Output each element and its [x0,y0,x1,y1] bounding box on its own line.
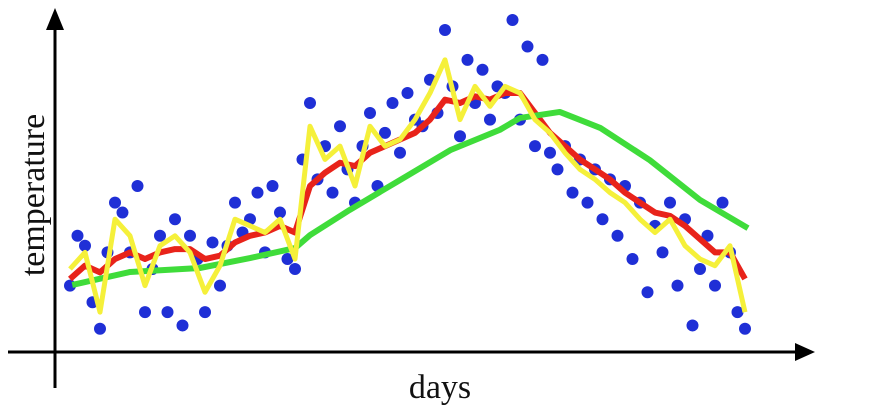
y-axis-label: temperature [15,114,52,276]
average-line [71,108,750,288]
data-point [169,213,181,226]
data-point [266,180,279,192]
data-point [686,319,699,332]
data-point [386,97,399,109]
data-point [641,286,654,299]
data-point [664,196,676,209]
x-axis-label: days [409,369,471,406]
data-point [731,306,744,319]
data-point [694,263,706,275]
data-point [484,113,496,126]
data-point [701,229,714,242]
data-point [131,180,144,192]
data-point [176,319,189,332]
data-point [304,97,316,109]
data-point [289,263,301,275]
data-point [709,279,721,292]
data-point [379,126,391,139]
data-point [739,322,751,335]
data-point [551,163,564,176]
data-point [566,186,579,199]
data-point [154,229,166,242]
data-point [206,236,219,249]
data-point [476,63,489,76]
data-point [529,140,541,153]
data-point [364,106,376,119]
data-point [139,306,151,319]
data-point [161,306,174,319]
data-point [214,279,226,292]
data-point [671,279,684,292]
data-point [544,146,556,159]
data-point [71,229,84,242]
data-point [394,146,406,159]
data-point [94,322,106,335]
data-point [596,213,609,226]
data-point [199,306,211,319]
data-point [109,196,121,209]
data-point [401,87,414,100]
data-point [184,229,196,242]
data-point [229,196,241,209]
data-point [251,186,264,199]
x-arrow [795,343,815,361]
data-point [461,53,474,66]
plot [64,14,751,335]
data-point [116,206,129,219]
data-point [334,120,346,133]
data-point [281,253,294,266]
data-point [439,23,451,36]
average-line [68,57,748,315]
data-point [716,196,729,209]
data-point [521,40,534,53]
data-point [656,246,669,259]
data-point [506,14,519,26]
data-point [274,206,286,219]
y-arrow [46,8,64,30]
data-point [536,53,549,66]
data-point [79,239,91,252]
data-point [454,130,466,143]
data-point [611,229,624,242]
data-point [326,186,339,199]
average-line [68,90,748,282]
data-point [581,196,594,209]
data-point [626,253,639,266]
